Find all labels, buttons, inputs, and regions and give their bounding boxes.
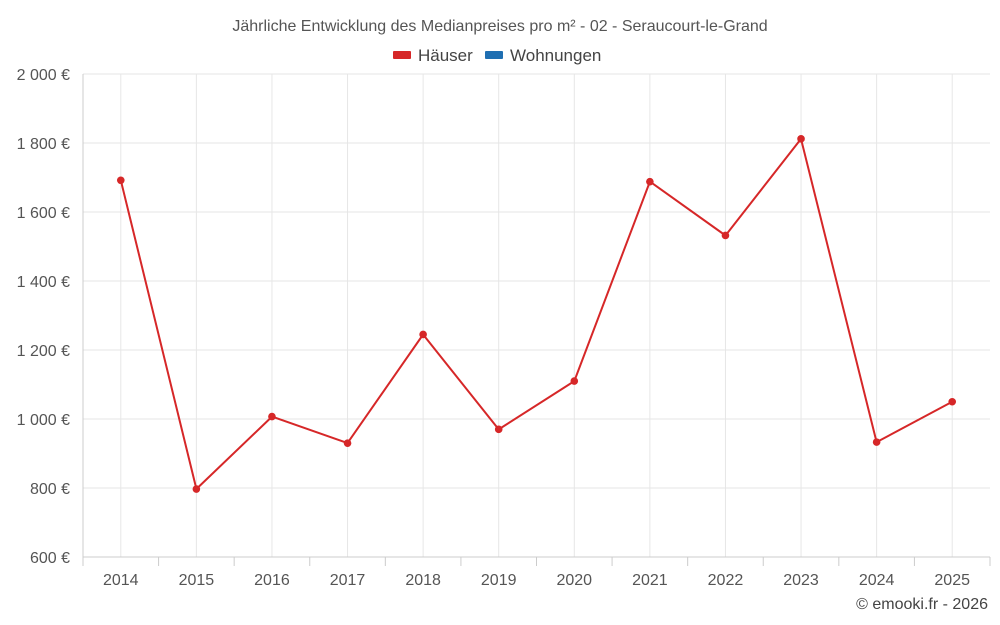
y-tick-label: 1 400 € [17,274,70,291]
x-tick-label: 2021 [632,572,668,589]
legend-item-haeuser[interactable]: Häuser [393,46,473,65]
data-point[interactable] [570,377,579,385]
y-tick-label: 1 800 € [17,136,70,153]
x-tick-label: 2017 [330,572,366,589]
data-point[interactable] [494,425,503,434]
data-point[interactable] [797,135,805,143]
x-tick-label: 2016 [254,572,290,589]
data-point[interactable] [721,231,730,240]
y-tick-label: 1 000 € [17,412,70,429]
series [116,135,957,493]
tick-labels: 600 € 800 € 1 000 € 1 200 € 1 400 € 1 600 € 1 … [17,67,970,589]
axes [82,74,991,566]
x-tick-label: 2015 [179,572,215,589]
data-point[interactable] [872,438,881,446]
x-tick-label: 2022 [708,572,744,589]
x-tick-label: 2024 [859,572,895,589]
x-tick-label: 2019 [481,572,517,589]
x-tick-label: 2020 [556,572,592,589]
legend-item-wohnungen[interactable]: Wohnungen [485,46,601,65]
x-tick-label: 2018 [405,572,441,589]
y-tick-label: 600 € [30,550,70,567]
x-tick-label: 2023 [783,572,819,589]
data-point[interactable] [948,397,957,406]
data-point[interactable] [419,330,427,339]
legend-swatch-wohnungen [485,51,503,59]
x-tick-label: 2014 [103,572,139,589]
grid [83,73,990,557]
data-point[interactable] [116,176,125,185]
data-point[interactable] [192,485,201,493]
legend-label-wohnungen: Wohnungen [510,46,601,65]
y-tick-label: 1 200 € [17,343,70,360]
x-tick-label: 2025 [934,572,970,589]
legend-swatch-haeuser [393,51,411,59]
y-tick-label: 2 000 € [17,67,70,84]
y-tick-label: 1 600 € [17,205,70,222]
data-point[interactable] [268,412,276,421]
y-tick-label: 800 € [30,481,70,498]
chart-title: Jährliche Entwicklung des Medianpreises … [232,18,767,35]
legend-label-haeuser: Häuser [418,46,473,65]
data-point[interactable] [646,177,654,186]
series-line-0 [119,137,953,490]
data-point[interactable] [343,439,352,447]
legend: Häuser Wohnungen [393,46,601,65]
credit-text: © emooki.fr - 2026 [856,596,988,613]
